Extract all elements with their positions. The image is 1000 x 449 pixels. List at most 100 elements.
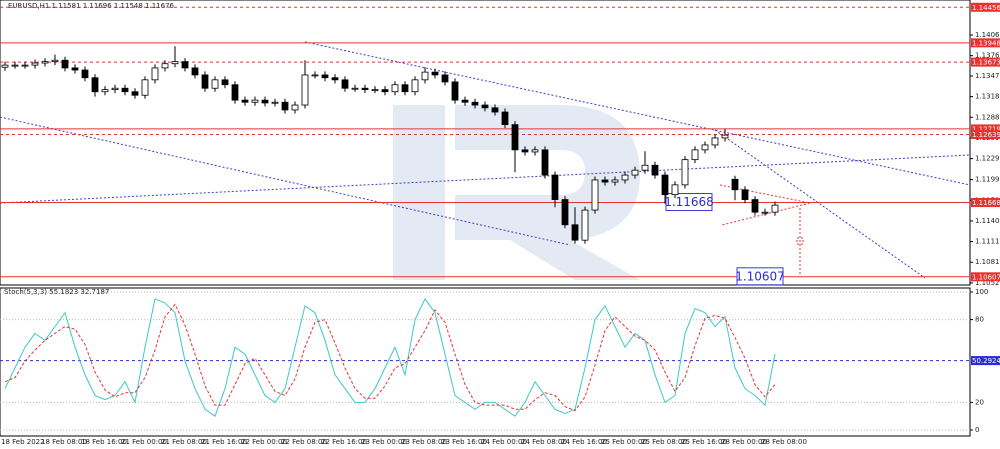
candle-body: [721, 134, 729, 139]
y-tick-label: 80: [975, 316, 984, 324]
candle-body: [741, 189, 749, 200]
x-tick-label: 23 Feb 08:00: [401, 438, 447, 446]
level-label: 1.14456: [971, 2, 1000, 12]
candle-body: [71, 67, 79, 71]
candle-body: [441, 74, 449, 83]
level-label-text: 1.10607: [972, 273, 1000, 281]
level-label: 50.2924: [971, 356, 1000, 366]
x-tick-label: 21 Feb 16:00: [201, 438, 247, 446]
candle-body: [571, 224, 579, 241]
candle-body: [271, 101, 279, 104]
x-tick-label: 24 Feb 08:00: [521, 438, 567, 446]
x-tick-label: 22 Feb 16:00: [321, 438, 367, 446]
level-label-box: [971, 198, 1000, 208]
candle-body: [771, 204, 779, 213]
x-tick-label: 28 Feb 08:00: [761, 438, 807, 446]
x-tick-label: 21 Feb 00:00: [121, 438, 167, 446]
price-box: [665, 193, 713, 212]
candle-body: [141, 79, 149, 96]
level-label: 1.12719: [971, 124, 1000, 133]
stoch-line: [4, 297, 776, 417]
candle-body: [501, 111, 509, 126]
y-tick-label: 1.11110: [975, 238, 1000, 246]
candle-body: [681, 159, 689, 186]
candle-body: [661, 174, 669, 196]
candle-body: [341, 79, 349, 89]
x-tick-label: 24 Feb 00:00: [481, 438, 527, 446]
x-tick-label: 23 Feb 16:00: [441, 438, 487, 446]
candle-body: [551, 174, 559, 200]
y-tick-label: 1.12295: [975, 155, 1000, 163]
candle-body: [351, 87, 359, 90]
candle-body: [151, 67, 159, 81]
candle-body: [281, 101, 289, 111]
y-tick-label: 1.11405: [975, 217, 1000, 225]
x-tick-label: 24 Feb 16:00: [561, 438, 607, 446]
candle-body: [561, 199, 569, 226]
level-label-text: 1.11668: [972, 199, 1000, 207]
candle-body: [91, 77, 99, 93]
y-tick-label: 1.11995: [975, 176, 1000, 184]
level-label-box: [971, 124, 1000, 134]
level-label-text: 1.12719: [972, 125, 1000, 133]
candle-body: [491, 107, 499, 113]
candle-body: [651, 164, 659, 176]
chart-title: EURUSD,H1 1.11581 1.11696 1.11548 1.1167…: [8, 2, 175, 10]
y-tick-label: 1.14060: [975, 31, 1000, 39]
candle-body: [31, 62, 39, 66]
price-box: [736, 267, 784, 286]
candle-body: [531, 149, 539, 153]
candle-body: [621, 174, 629, 181]
y-tick-label: 1.10520: [975, 279, 1000, 287]
candle-body: [391, 84, 399, 93]
candle-body: [511, 124, 519, 151]
candle-body: [521, 149, 529, 153]
level-label: 1.13948: [971, 38, 1000, 48]
candle-body: [171, 61, 179, 65]
candle-body: [11, 64, 19, 67]
level-label-text: 1.12639: [972, 131, 1000, 139]
candle-body: [81, 69, 89, 79]
candle-body: [471, 101, 479, 106]
level-label-box: [971, 2, 1000, 12]
candle-body: [401, 84, 409, 93]
candle-body: [261, 99, 269, 104]
x-tick-label: 21 Feb 08:00: [161, 438, 207, 446]
candle-body: [111, 87, 119, 91]
candle-body: [581, 209, 589, 241]
x-tick-label: 22 Feb 08:00: [281, 438, 327, 446]
level-label-box: [971, 130, 1000, 140]
level-label: 1.10607: [971, 272, 1000, 282]
level-label-box: [971, 38, 1000, 48]
level-label-text: 1.13948: [972, 39, 1000, 47]
candle-body: [541, 149, 549, 176]
candle-body: [711, 137, 719, 146]
candle-body: [161, 63, 169, 69]
candle-body: [591, 179, 599, 211]
level-label-box: [971, 356, 1000, 366]
y-tick-label: 1.10815: [975, 258, 1000, 266]
candle-body: [211, 79, 219, 89]
x-tick-label: 28 Feb 00:00: [721, 438, 767, 446]
trendlines: [0, 41, 971, 279]
candle-body: [291, 104, 299, 111]
candle-body: [601, 179, 609, 183]
x-tick-label: 25 Feb 08:00: [641, 438, 687, 446]
candle-body: [691, 149, 699, 161]
level-label: 1.12639: [971, 130, 1000, 140]
y-tick-label: 1.13475: [975, 72, 1000, 80]
candle-body: [631, 169, 639, 176]
candle-body: [431, 71, 439, 76]
candle-body: [331, 77, 339, 81]
x-tick-label: 22 Feb 00:00: [241, 438, 287, 446]
candle-body: [411, 79, 419, 93]
price-box-text: 1.11668: [664, 195, 714, 209]
stoch-frame: [0, 287, 971, 437]
x-tick-label: 23 Feb 00:00: [361, 438, 407, 446]
x-tick-label: 18 Feb 08:00: [41, 438, 87, 446]
y-tick-label: 1.13765: [975, 52, 1000, 60]
y-tick-label: 1.12885: [975, 113, 1000, 121]
candle-body: [1, 64, 9, 68]
y-tick-label: 20: [975, 398, 984, 406]
